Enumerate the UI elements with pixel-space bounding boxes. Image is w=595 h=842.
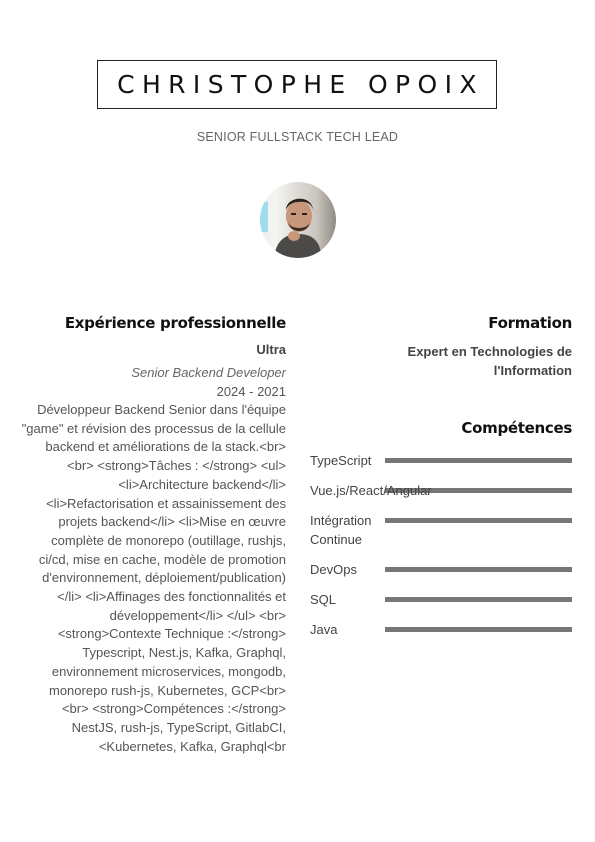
skill-item: Vue.js/React/Angular	[310, 481, 572, 511]
skill-level-bar	[385, 597, 572, 602]
skill-item: Java	[310, 620, 572, 650]
job-title: SENIOR FULLSTACK TECH LEAD	[196, 130, 399, 144]
experience-column: Expérience professionnelle Ultra Senior …	[20, 313, 287, 756]
education-item-title: Expert en Technologies de l'Information	[407, 344, 572, 378]
experience-heading: Expérience professionnelle	[64, 314, 286, 332]
education-heading: Formation	[488, 314, 572, 332]
experience-description: Développeur Backend Senior dans l'équipe…	[21, 402, 286, 754]
skills-list: TypeScript Vue.js/React/Angular Intégrat…	[310, 451, 572, 650]
name-box: CHRISTOPHE OPOIX	[97, 60, 497, 109]
skill-level-bar	[385, 458, 572, 463]
experience-dates: 2024 - 2021	[216, 384, 286, 399]
skill-level-bar	[385, 488, 572, 493]
skill-item: Intégration Continue	[310, 511, 572, 560]
portrait-photo-icon	[260, 182, 336, 258]
skill-level-bar	[385, 567, 572, 572]
skill-label: SQL	[310, 592, 337, 607]
skills-heading: Compétences	[461, 419, 572, 437]
skill-label: Java	[310, 622, 338, 637]
skill-item: TypeScript	[310, 451, 572, 481]
skill-item: SQL	[310, 590, 572, 620]
candidate-name: CHRISTOPHE OPOIX	[117, 70, 484, 99]
skill-label: TypeScript	[310, 453, 372, 468]
skill-item: DevOps	[310, 560, 572, 590]
avatar	[260, 182, 336, 258]
skill-level-bar	[385, 627, 572, 632]
skill-label: DevOps	[310, 562, 357, 577]
skill-label: Vue.js/React/Angular	[310, 483, 432, 498]
side-column: Formation Expert en Technologies de l'In…	[310, 313, 572, 650]
experience-company: Ultra	[256, 342, 286, 357]
skill-level-bar	[385, 518, 572, 523]
experience-role: Senior Backend Developer	[131, 365, 286, 380]
skill-label: Intégration Continue	[310, 513, 372, 547]
